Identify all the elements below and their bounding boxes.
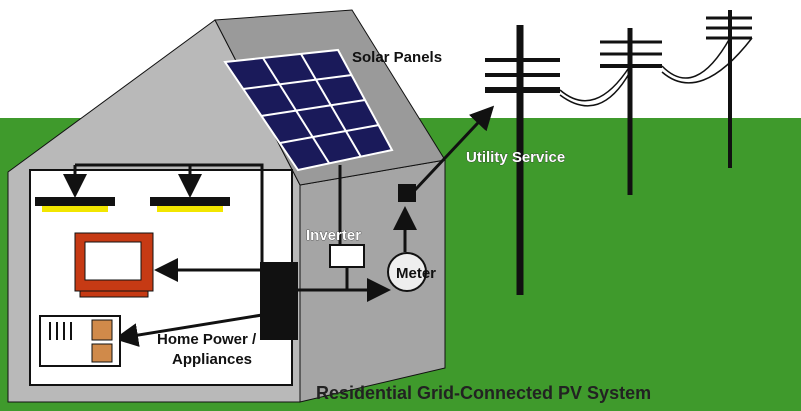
appliance-panel [92,320,112,340]
tv-screen [85,242,141,280]
title: Residential Grid-Connected PV System [316,383,651,403]
inverter-box [330,245,364,267]
label: Appliances [172,351,252,368]
label: Home Power / [157,331,257,348]
label: Inverter [306,227,361,244]
light [157,206,223,212]
label: Meter [396,265,436,282]
label: Utility Service [466,149,565,166]
tv-base [80,291,148,297]
disconnect-box [398,184,416,202]
appliance-panel [92,344,112,362]
light [35,197,115,206]
power-panel [260,262,298,340]
diagram: Solar Panels Utility Service Inverter Me… [0,0,801,411]
light [150,197,230,206]
label: Solar Panels [352,49,442,66]
light [42,206,108,212]
